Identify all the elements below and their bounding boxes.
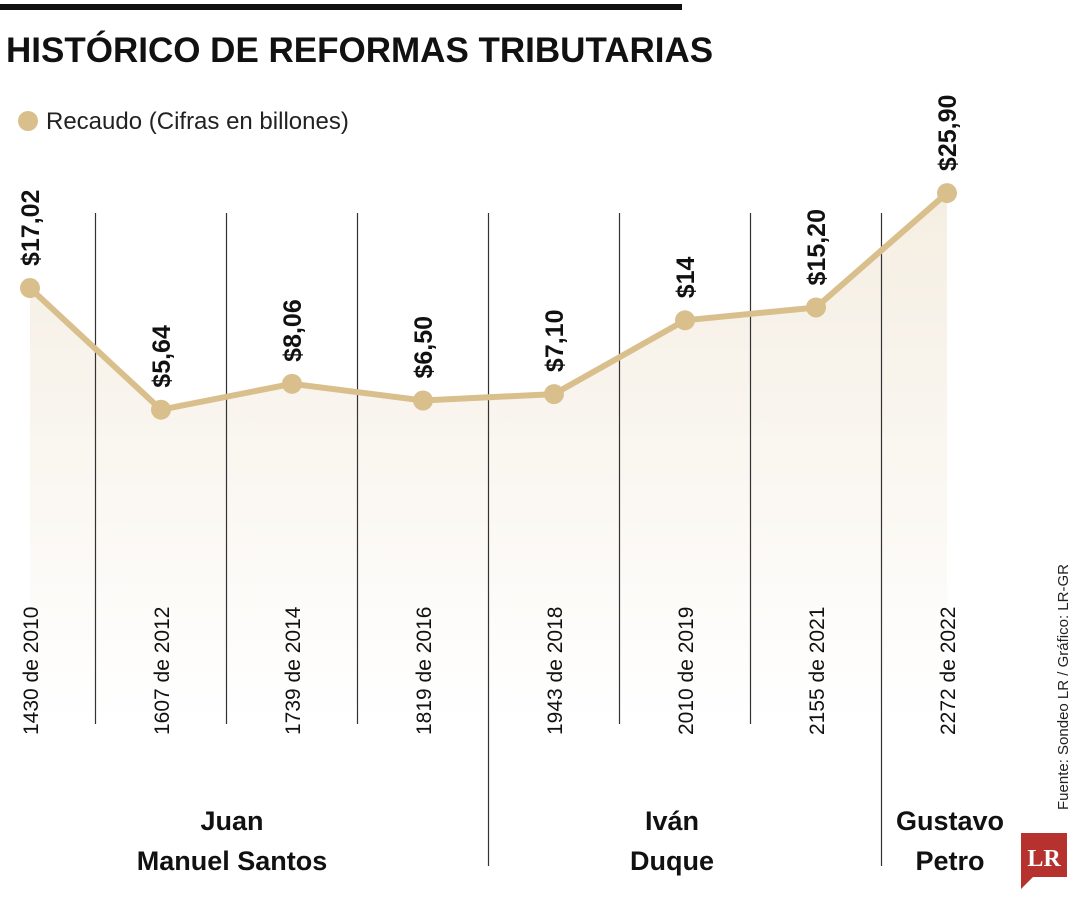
- group-label: Petro: [915, 846, 984, 876]
- chart-title: HISTÓRICO DE REFORMAS TRIBUTARIAS: [6, 30, 713, 70]
- legend-label: Recaudo (Cifras en billones): [46, 108, 349, 135]
- value-label: $14: [672, 257, 700, 299]
- point: [413, 390, 433, 411]
- x-tick-label: 1943 de 2018: [544, 607, 567, 735]
- value-label: $15,20: [803, 209, 831, 285]
- title-bar: [0, 4, 682, 10]
- value-label: $7,10: [541, 310, 569, 373]
- logo: LR: [1021, 833, 1067, 889]
- group-label: Gustavo: [896, 806, 1004, 836]
- group-label: Manuel Santos: [137, 846, 328, 876]
- x-tick-label: 2272 de 2022: [937, 607, 960, 735]
- logo-badge: [1021, 833, 1067, 889]
- value-label: $25,90: [934, 95, 962, 171]
- point: [675, 310, 695, 331]
- point: [544, 384, 564, 405]
- x-tick-label: 1430 de 2010: [20, 607, 43, 735]
- value-label: $17,02: [17, 190, 45, 266]
- point: [282, 373, 302, 394]
- value-label: $6,50: [410, 316, 438, 379]
- group-label: Juan: [200, 806, 263, 836]
- line: [27, 190, 949, 413]
- legend-swatch: [18, 111, 38, 131]
- group-label: Duque: [630, 846, 714, 876]
- point: [151, 399, 171, 420]
- value-label: $5,64: [148, 325, 176, 388]
- source: Fuente: Sondeo LR / Gráfico: LR-GR: [1055, 564, 1072, 810]
- x-tick-label: 1819 de 2016: [413, 607, 436, 735]
- x-tick-label: 2155 de 2021: [806, 607, 829, 735]
- value-label: $8,06: [279, 299, 307, 362]
- point: [937, 183, 957, 204]
- point: [806, 297, 826, 318]
- point: [20, 278, 40, 299]
- group-label: Iván: [645, 806, 699, 836]
- x-tick-label: 1607 de 2012: [151, 607, 174, 735]
- logo-text: LR: [1027, 846, 1061, 872]
- x-tick-label: 1739 de 2014: [282, 606, 305, 735]
- x-tick-label: 2010 de 2019: [675, 607, 698, 735]
